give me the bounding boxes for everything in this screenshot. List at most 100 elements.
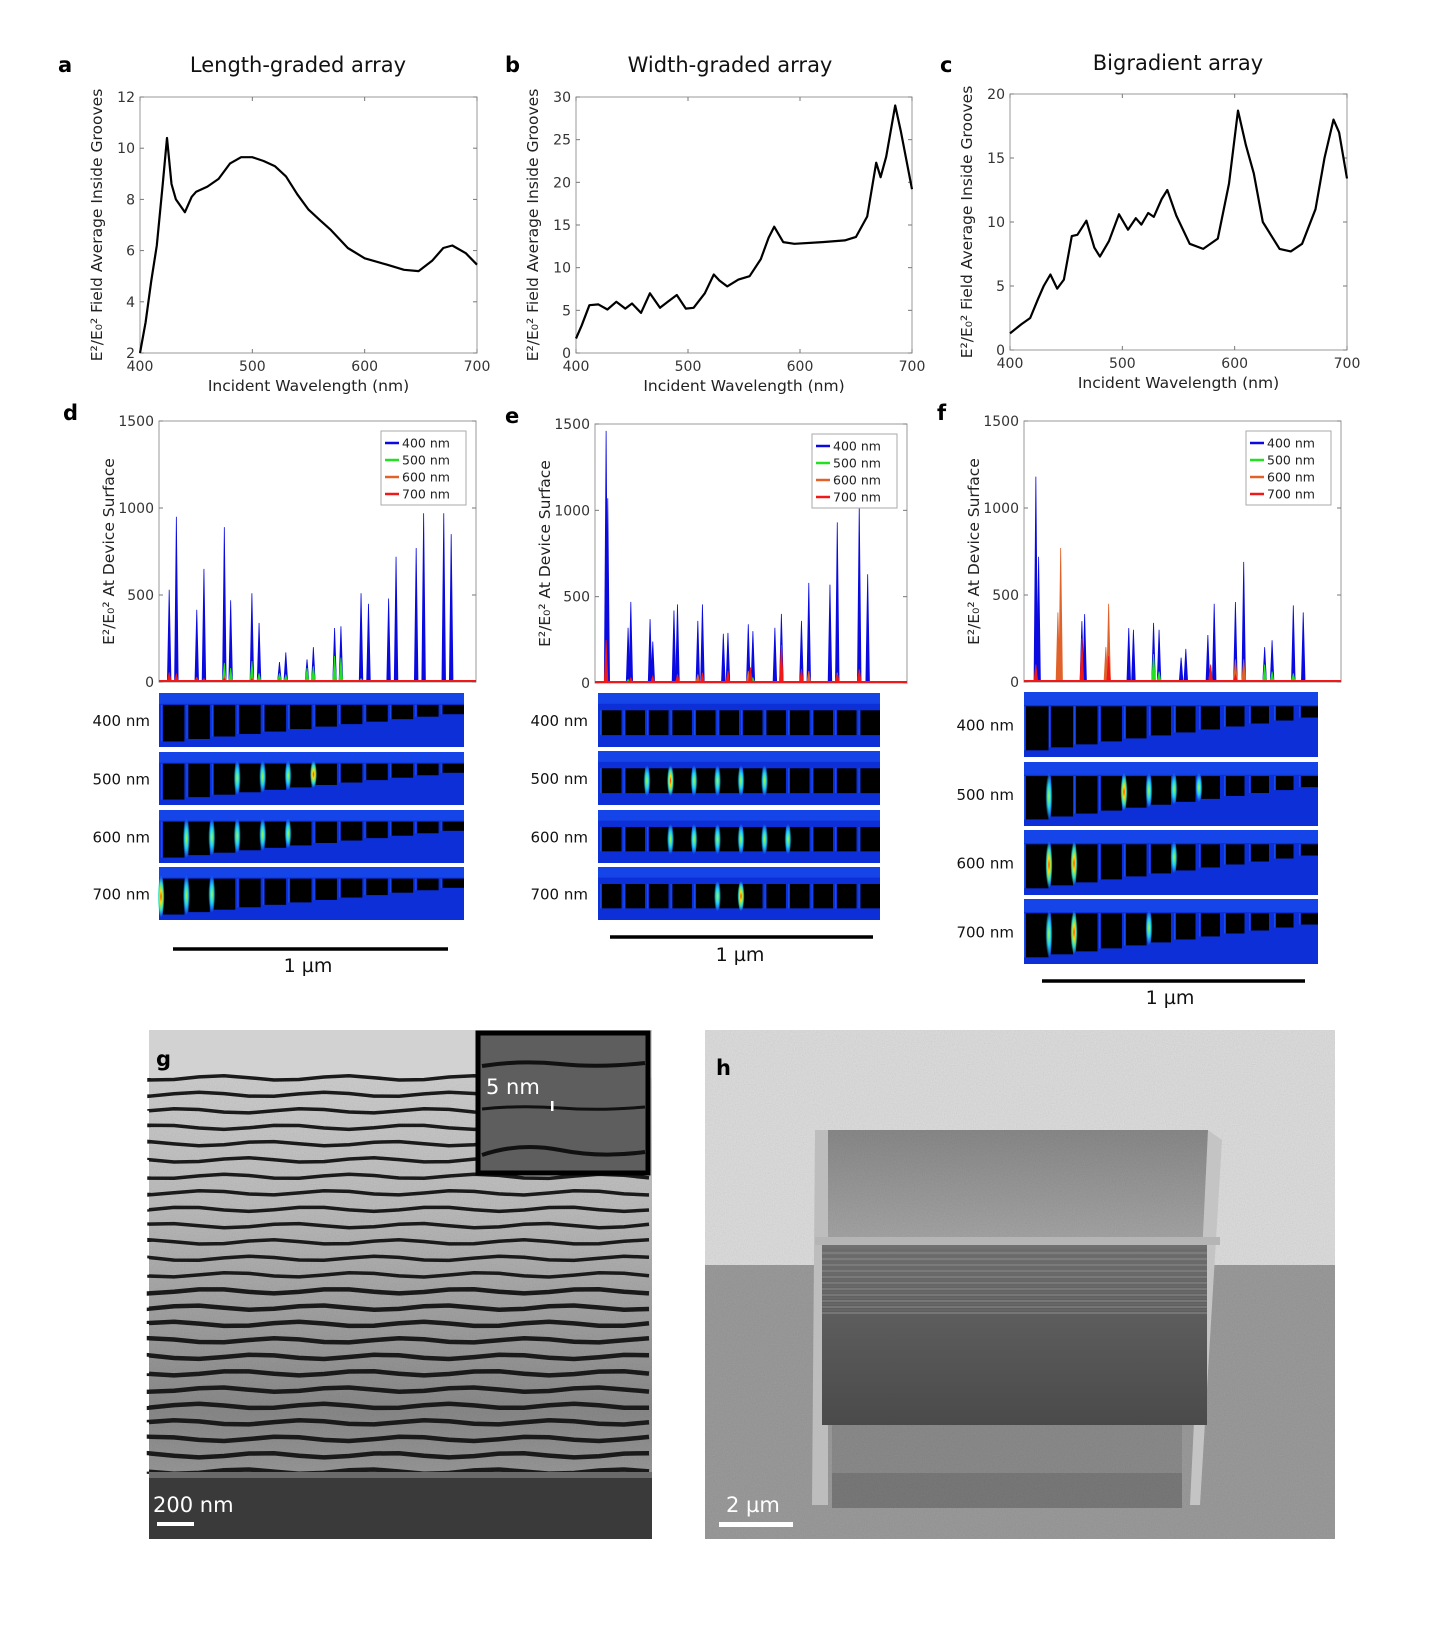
legend-label: 500 nm	[1267, 453, 1315, 468]
groove-pillar	[264, 821, 287, 848]
field-map-label: 700 nm	[956, 924, 1014, 942]
x-tick-label: 500	[1109, 356, 1136, 372]
field-map-d-600nm	[159, 810, 464, 863]
groove-pillar	[1151, 913, 1171, 943]
groove-pillar	[672, 710, 692, 736]
field-map-e-400nm	[598, 693, 880, 747]
x-axis-label: Incident Wavelength (nm)	[643, 377, 844, 395]
groove-pillar	[625, 768, 645, 794]
peak	[358, 593, 364, 682]
tem-scale-bar	[157, 1522, 194, 1526]
field-hotspot	[157, 875, 165, 918]
peak	[1156, 629, 1162, 682]
groove-pillar	[417, 821, 439, 834]
peak	[806, 670, 811, 683]
field-hotspot	[690, 765, 698, 797]
peak	[386, 598, 391, 682]
groove-pillar	[1301, 913, 1318, 925]
groove-pillar	[1026, 913, 1049, 958]
groove-pillar	[766, 710, 786, 736]
groove-pillar	[188, 704, 210, 739]
groove-pillar	[1151, 844, 1171, 874]
scale-label-d: 1 µm	[284, 955, 333, 977]
groove-pillar	[391, 704, 414, 720]
groove-pillar	[315, 821, 337, 843]
field-hotspot	[1045, 841, 1053, 889]
peak	[1126, 628, 1131, 682]
groove-pillar	[417, 704, 439, 717]
tem-layer-line	[147, 1221, 650, 1230]
scale-label-e: 1 µm	[716, 944, 765, 966]
field-map-d-500nm	[159, 752, 464, 805]
groove-pillar	[625, 826, 645, 852]
tem-layer-line	[147, 1254, 650, 1263]
field-hotspot	[737, 880, 745, 912]
legend-label: 400 nm	[402, 436, 450, 451]
series-400-nm	[166, 513, 454, 682]
peak	[1212, 603, 1217, 682]
tem-scale-label: 200 nm	[153, 1493, 234, 1517]
field-hotspot	[1045, 910, 1053, 958]
groove-pillar	[1101, 844, 1122, 880]
x-tick-label: 600	[351, 359, 378, 375]
sem-scale-label: 2 µm	[726, 1493, 780, 1517]
groove-pillar	[1026, 844, 1049, 889]
tem-layer-line	[146, 1335, 650, 1345]
y-tick-label: 15	[987, 151, 1005, 167]
peak	[228, 600, 233, 682]
peak	[1106, 655, 1111, 682]
peak	[1178, 657, 1184, 682]
peak	[366, 603, 371, 682]
peak	[194, 609, 199, 682]
groove-pillar	[290, 821, 312, 846]
peak	[201, 568, 207, 682]
peak	[448, 534, 454, 682]
tem-layer-line	[146, 1352, 650, 1362]
field-map-label: 600 nm	[530, 829, 588, 847]
field-map-f-500nm	[1024, 762, 1318, 826]
groove-pillar	[264, 763, 287, 790]
groove-pillar	[340, 763, 363, 783]
y-tick-label: 1000	[118, 501, 154, 517]
groove-pillar	[264, 878, 287, 905]
peak	[695, 620, 701, 683]
peak	[222, 527, 227, 682]
legend-label: 700 nm	[402, 487, 450, 502]
legend-label: 600 nm	[402, 470, 450, 485]
groove-pillar	[672, 883, 692, 909]
groove-pillar	[188, 878, 210, 913]
groove-pillar	[315, 763, 337, 785]
peak	[1241, 659, 1246, 682]
groove-pillar	[813, 883, 833, 909]
peak	[1291, 605, 1296, 682]
groove-pillar	[1051, 844, 1073, 886]
x-tick-label: 700	[899, 359, 926, 375]
y-axis-label: E²/E₀² Field Average Inside Grooves	[88, 89, 106, 362]
field-hotspot	[284, 818, 292, 849]
groove-pillar	[1301, 844, 1318, 856]
panel-letter-b: b	[505, 53, 520, 77]
plot-area	[139, 96, 478, 354]
groove-pillar	[264, 704, 287, 732]
tem-layer-line	[147, 1188, 650, 1197]
groove-pillar	[1251, 776, 1269, 794]
peak	[256, 622, 262, 682]
peak	[166, 589, 172, 682]
x-axis-label: Incident Wavelength (nm)	[208, 377, 409, 395]
tem-layer-line	[147, 1237, 650, 1246]
groove-pillar	[1151, 776, 1171, 805]
field-map-label: 600 nm	[92, 829, 150, 847]
field-map-label: 400 nm	[956, 717, 1014, 735]
peak	[695, 674, 701, 683]
groove-pillar	[696, 710, 716, 736]
groove-pillar	[1251, 706, 1269, 724]
peak	[393, 556, 399, 682]
x-axis-label: Incident Wavelength (nm)	[1078, 374, 1279, 392]
tem-layer-line	[146, 1434, 650, 1444]
field-hotspot	[1145, 910, 1153, 946]
groove-pillar	[602, 710, 622, 736]
groove-pillar	[1126, 844, 1147, 877]
field-hotspot	[284, 760, 292, 791]
series-700-nm	[1033, 638, 1238, 682]
